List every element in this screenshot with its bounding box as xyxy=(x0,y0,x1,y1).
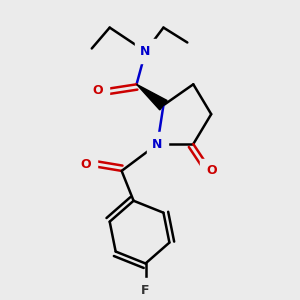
Polygon shape xyxy=(136,84,167,110)
Text: O: O xyxy=(92,84,103,97)
Text: F: F xyxy=(141,284,150,297)
Text: O: O xyxy=(80,158,91,171)
Text: O: O xyxy=(206,164,217,177)
Text: N: N xyxy=(152,137,163,151)
Text: N: N xyxy=(140,45,151,58)
